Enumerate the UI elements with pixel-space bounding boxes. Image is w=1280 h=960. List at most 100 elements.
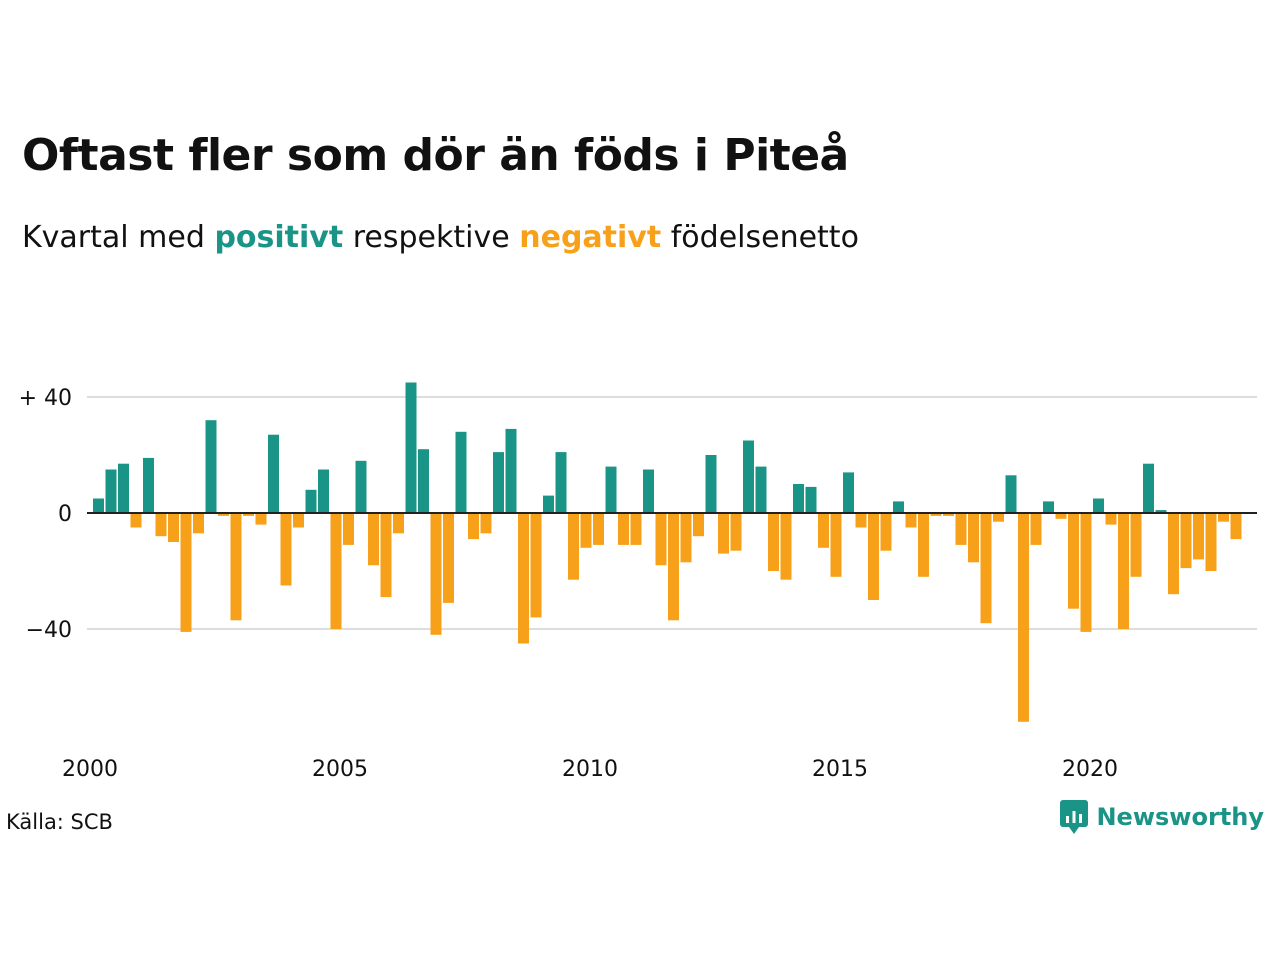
bar — [905, 513, 917, 528]
bar-chart-logo-icon — [1060, 800, 1089, 834]
subtitle-prefix: Kvartal med — [22, 220, 205, 255]
bar — [805, 486, 817, 513]
bar — [793, 484, 804, 513]
bar — [1193, 513, 1204, 560]
y-tick-label: + 40 — [19, 386, 72, 411]
bar — [1168, 513, 1179, 595]
bar — [1130, 513, 1142, 577]
bar — [1205, 513, 1217, 571]
brand-name: Newsworthy — [1096, 803, 1264, 831]
bar — [868, 513, 879, 600]
bar — [105, 469, 117, 513]
bar — [443, 513, 454, 603]
bar — [1043, 501, 1054, 513]
bar — [843, 472, 854, 513]
bar — [468, 513, 479, 540]
bar — [155, 513, 167, 537]
bar — [393, 513, 404, 534]
bar — [343, 513, 354, 545]
bar — [280, 513, 292, 586]
bar — [930, 513, 942, 516]
bar — [1030, 513, 1042, 545]
chart-subtitle: Kvartal med positivt respektive negativt… — [22, 220, 859, 255]
bar — [1230, 513, 1242, 540]
bar — [143, 457, 154, 513]
bar — [1080, 513, 1092, 632]
x-tick-label: 2020 — [1062, 757, 1118, 782]
bar — [255, 513, 267, 525]
bar — [818, 513, 829, 548]
subtitle-negative: negativt — [519, 220, 662, 255]
bar — [1055, 513, 1067, 519]
bar — [205, 420, 217, 513]
bar — [755, 466, 767, 513]
bar — [180, 513, 192, 632]
bar — [405, 382, 417, 513]
bar — [118, 463, 129, 513]
source-note: Källa: SCB — [6, 810, 113, 834]
bar — [880, 513, 892, 551]
bar — [305, 489, 317, 513]
bar — [1155, 510, 1167, 513]
bar — [318, 469, 329, 513]
bar — [505, 428, 517, 513]
bar — [218, 513, 229, 516]
bar — [1068, 513, 1079, 609]
bar — [193, 513, 204, 534]
bar — [718, 513, 729, 554]
bar — [1005, 475, 1017, 513]
bar — [543, 495, 554, 513]
chart-title: Oftast fler som dör än föds i Piteå — [22, 130, 849, 181]
bar — [968, 513, 979, 563]
bar — [705, 455, 717, 513]
bar — [1218, 513, 1229, 522]
subtitle-suffix: födelsenetto — [670, 220, 859, 255]
bar — [355, 460, 367, 513]
x-tick-label: 2010 — [562, 757, 618, 782]
bar — [768, 513, 779, 571]
bar — [943, 513, 954, 516]
bar — [630, 513, 642, 545]
bar — [893, 501, 904, 513]
y-tick-label: −40 — [26, 618, 72, 643]
bar — [1143, 463, 1154, 513]
bar — [1105, 513, 1117, 525]
bar — [918, 513, 929, 577]
bar — [605, 466, 617, 513]
bar — [368, 513, 379, 566]
bar — [430, 513, 442, 635]
bar — [1093, 498, 1104, 513]
subtitle-positive: positivt — [214, 220, 344, 255]
brand-logo: Newsworthy — [1060, 800, 1264, 834]
bar — [680, 513, 692, 563]
bar — [1118, 513, 1129, 629]
bar — [830, 513, 842, 577]
bar — [380, 513, 392, 598]
bar — [855, 513, 867, 528]
bar — [268, 434, 279, 513]
bar — [530, 513, 542, 618]
bar — [655, 513, 667, 566]
bar — [230, 513, 242, 621]
bar — [980, 513, 992, 624]
y-tick-label: 0 — [58, 502, 72, 527]
bar — [955, 513, 967, 545]
bar — [418, 449, 429, 513]
bar — [780, 513, 792, 580]
bar — [743, 440, 754, 513]
bar — [1018, 513, 1029, 722]
x-tick-label: 2000 — [62, 757, 118, 782]
bar — [693, 513, 704, 537]
bar — [668, 513, 679, 621]
bar — [455, 431, 467, 513]
subtitle-middle: respektive — [352, 220, 510, 255]
bar — [568, 513, 579, 580]
bar — [480, 513, 492, 534]
bar — [330, 513, 342, 629]
births-deaths-bar-chart: + 40 0 −40 2000 2005 2010 2015 2020 — [19, 382, 1257, 782]
bar — [593, 513, 604, 545]
bar — [1180, 513, 1192, 569]
x-tick-label: 2005 — [312, 757, 368, 782]
bar — [993, 513, 1004, 522]
bar — [518, 513, 529, 644]
